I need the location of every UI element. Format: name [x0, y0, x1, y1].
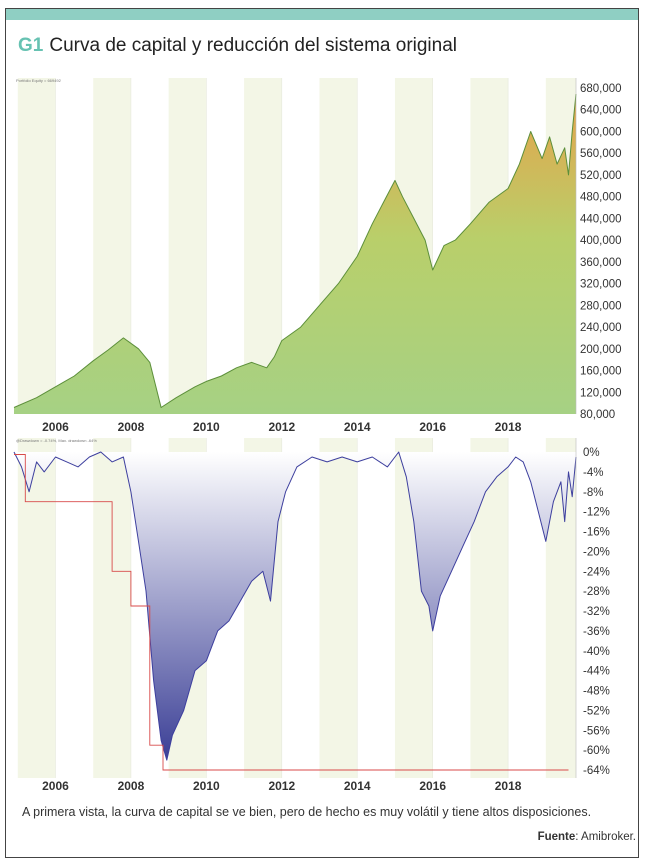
equity-x-tick: 2012 [268, 420, 295, 434]
equity-y-tick: 520,000 [580, 170, 622, 182]
equity-line [13, 93, 577, 408]
caption: A primera vista, la curva de capital se … [22, 805, 592, 819]
drawdown-y-tick: -36% [583, 626, 610, 638]
equity-y-tick: 240,000 [580, 322, 622, 334]
equity-x-tick: 2016 [419, 420, 446, 434]
drawdown-y-tick: 0% [583, 447, 600, 459]
drawdown-x-tick: 2014 [344, 779, 371, 793]
drawdown-y-tick: -12% [583, 507, 610, 519]
drawdown-y-tick: -52% [583, 705, 610, 717]
drawdown-x-tick: 2012 [268, 779, 295, 793]
drawdown-y-tick: -8% [583, 487, 603, 499]
equity-header-text: Portfolio Equity = 669492 [16, 78, 62, 83]
equity-year-stripe [17, 78, 56, 414]
equity-year-stripe [168, 78, 207, 414]
equity-x-tick: 2008 [118, 420, 145, 434]
equity-y-tick: 360,000 [580, 257, 622, 269]
drawdown-y-tick: -4% [583, 467, 603, 479]
drawdown-x-tick: 2016 [419, 779, 446, 793]
drawdown-year-stripe [93, 438, 131, 778]
equity-x-tick: 2010 [193, 420, 220, 434]
equity-y-tick: 600,000 [580, 126, 622, 138]
equity-y-tick: 120,000 [580, 387, 622, 399]
equity-y-tick: 560,000 [580, 148, 622, 160]
accent-band [6, 9, 638, 20]
equity-x-tick: 2006 [42, 420, 69, 434]
drawdown-y-tick: -32% [583, 606, 610, 618]
drawdown-area [14, 452, 576, 761]
equity-y-tick: 400,000 [580, 235, 622, 247]
equity-x-tick: 2018 [495, 420, 522, 434]
drawdown-x-tick: 2010 [193, 779, 220, 793]
source-label: Fuente [537, 831, 576, 843]
drawdown-y-tick: -40% [583, 646, 610, 658]
equity-y-tick: 440,000 [580, 213, 622, 225]
figure-number: G1 [18, 35, 44, 56]
drawdown-y-tick: -60% [583, 745, 610, 757]
drawdown-y-tick: -56% [583, 725, 610, 737]
equity-y-tick: 200,000 [580, 344, 622, 356]
drawdown-line [13, 451, 577, 761]
source-note: Fuente: Amibroker. [538, 831, 636, 843]
equity-x-tick: 2014 [344, 420, 371, 434]
drawdown-x-tick: 2018 [495, 779, 522, 793]
drawdown-year-stripe [17, 438, 56, 778]
drawdown-x-tick: 2006 [42, 779, 69, 793]
equity-y-tick: 280,000 [580, 300, 622, 312]
drawdown-y-tick: -20% [583, 546, 610, 558]
equity-y-tick: 80,000 [580, 409, 615, 421]
drawdown-x-tick: 2008 [118, 779, 145, 793]
equity-area [14, 94, 576, 414]
drawdown-y-tick: -48% [583, 686, 610, 698]
drawdown-header-text: @Drawdown = -0.74%, Max. drawdown -64% [16, 438, 97, 443]
drawdown-y-tick: -64% [583, 765, 610, 777]
figure-title-text: Curva de capital y reducción del sistema… [49, 35, 458, 56]
drawdown-y-tick: -44% [583, 666, 610, 678]
equity-y-tick: 160,000 [580, 366, 622, 378]
source-text: : Amibroker. [575, 831, 636, 843]
equity-y-tick: 680,000 [580, 83, 622, 95]
drawdown-y-tick: -16% [583, 527, 610, 539]
drawdown-y-tick: -24% [583, 566, 610, 578]
drawdown-year-stripe [319, 438, 358, 778]
equity-y-tick: 640,000 [580, 105, 622, 117]
figure-title: G1 Curva de capital y reducción del siste… [18, 35, 457, 57]
drawdown-max-drawdown-line [14, 454, 569, 771]
equity-y-tick: 480,000 [580, 192, 622, 204]
equity-y-tick: 320,000 [580, 279, 622, 291]
drawdown-y-tick: -28% [583, 586, 610, 598]
